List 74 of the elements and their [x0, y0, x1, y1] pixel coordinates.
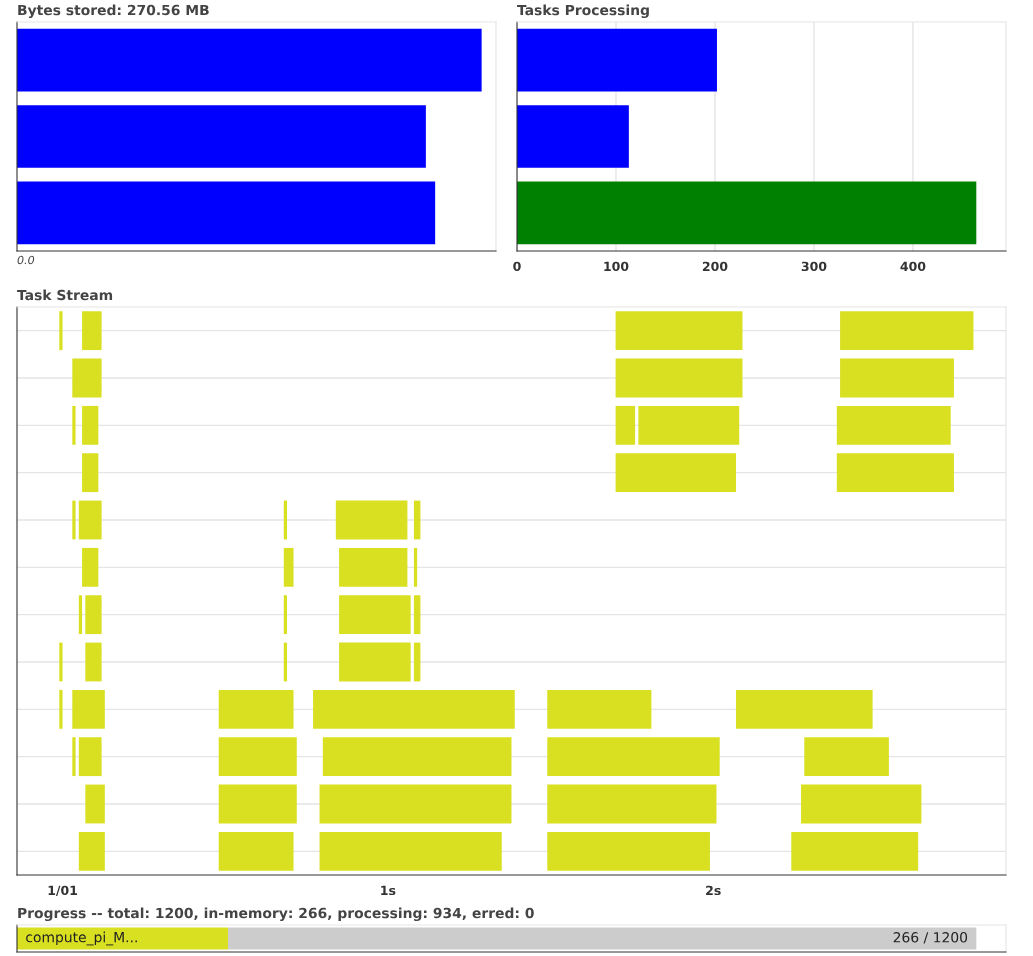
bar [313, 689, 515, 729]
bar [82, 311, 102, 351]
bar [72, 358, 102, 398]
bar [547, 831, 710, 871]
x-tick-label: 2s [706, 885, 721, 896]
bar [615, 405, 636, 445]
bar [59, 689, 63, 729]
bar [85, 595, 102, 635]
bar [85, 642, 102, 682]
x-tick-label: 200 [702, 261, 728, 272]
bar [283, 547, 294, 587]
bar [615, 453, 736, 493]
text: 0.0 [17, 255, 35, 265]
bar [413, 547, 418, 587]
x-tick-label: 400 [900, 261, 926, 272]
bar [615, 311, 743, 351]
chart-title: Bytes stored: 270.56 MB [18, 4, 209, 19]
bar [78, 737, 102, 777]
bar [218, 831, 294, 871]
bar [791, 831, 919, 871]
bar [339, 595, 411, 635]
bar [413, 642, 421, 682]
bar [517, 181, 977, 245]
bar [319, 831, 502, 871]
bar [72, 689, 105, 729]
x-tick-label: 300 [801, 261, 827, 272]
bar [339, 642, 411, 682]
annotation: compute_pi_M... [26, 931, 137, 946]
bar [801, 784, 922, 824]
x-tick-label: 100 [604, 261, 629, 272]
bar [283, 595, 288, 635]
bar [836, 405, 951, 445]
bar [283, 500, 288, 540]
bar [517, 105, 629, 168]
chart-title: Tasks Processing [517, 4, 649, 19]
bar [335, 500, 408, 540]
bar [218, 689, 294, 729]
bar [413, 595, 421, 635]
bar [322, 737, 512, 777]
bar [517, 28, 717, 92]
bar [547, 689, 652, 729]
bar [804, 737, 889, 777]
bar [59, 642, 63, 682]
bar [82, 453, 99, 493]
bar [82, 547, 99, 587]
bar [283, 642, 288, 682]
bar [735, 689, 873, 729]
bar [78, 595, 83, 635]
bar [615, 358, 743, 398]
bar [840, 358, 954, 398]
bar [85, 784, 105, 824]
bar [413, 500, 421, 540]
bar [82, 405, 99, 445]
x-tick-label: 1s [381, 885, 396, 896]
bar [218, 737, 297, 777]
bar [218, 784, 297, 824]
x-tick-label: 0 [513, 261, 521, 272]
bar [72, 405, 76, 445]
bar [547, 784, 717, 824]
bar [339, 547, 408, 587]
annotation: 266 / 1200 [893, 932, 968, 944]
bar [72, 737, 76, 777]
bar [319, 784, 512, 824]
chart-title: Task Stream [17, 289, 113, 301]
bar [638, 405, 740, 445]
bar [547, 737, 720, 777]
x-tick-label: 1/01 [48, 885, 78, 897]
bar [59, 311, 63, 351]
bar [840, 311, 974, 351]
bar [78, 500, 102, 540]
bar [72, 500, 76, 540]
bar [836, 453, 954, 493]
chart-title: Progress -- total: 1200, in-memory: 266, processing: 934, erred: 0 [18, 907, 534, 922]
bar [78, 831, 105, 871]
